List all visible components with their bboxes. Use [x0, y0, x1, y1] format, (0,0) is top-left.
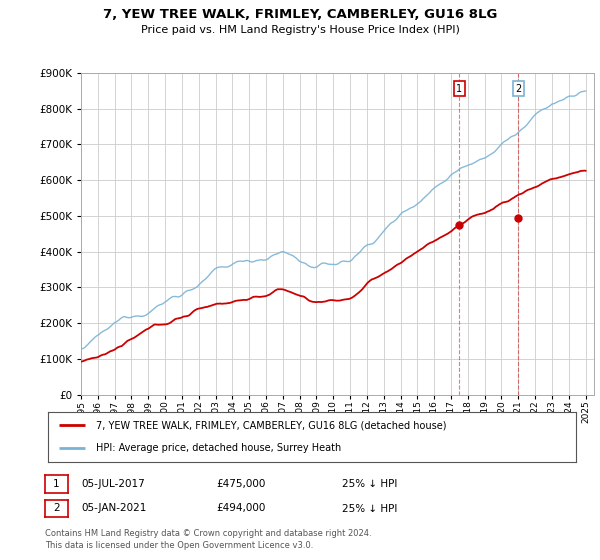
Text: Price paid vs. HM Land Registry's House Price Index (HPI): Price paid vs. HM Land Registry's House … — [140, 25, 460, 35]
Text: 25% ↓ HPI: 25% ↓ HPI — [342, 479, 397, 489]
Text: 05-JUL-2017: 05-JUL-2017 — [81, 479, 145, 489]
Text: 2: 2 — [53, 503, 60, 514]
Text: £475,000: £475,000 — [216, 479, 265, 489]
Text: 7, YEW TREE WALK, FRIMLEY, CAMBERLEY, GU16 8LG (detached house): 7, YEW TREE WALK, FRIMLEY, CAMBERLEY, GU… — [95, 420, 446, 430]
Text: 25% ↓ HPI: 25% ↓ HPI — [342, 503, 397, 514]
Text: HPI: Average price, detached house, Surrey Heath: HPI: Average price, detached house, Surr… — [95, 444, 341, 454]
Text: 1: 1 — [457, 84, 463, 94]
Text: 7, YEW TREE WALK, FRIMLEY, CAMBERLEY, GU16 8LG: 7, YEW TREE WALK, FRIMLEY, CAMBERLEY, GU… — [103, 8, 497, 21]
Text: £494,000: £494,000 — [216, 503, 265, 514]
Text: 2: 2 — [515, 84, 521, 94]
Text: 05-JAN-2021: 05-JAN-2021 — [81, 503, 146, 514]
Text: 1: 1 — [53, 479, 60, 489]
Text: Contains HM Land Registry data © Crown copyright and database right 2024.
This d: Contains HM Land Registry data © Crown c… — [45, 529, 371, 550]
